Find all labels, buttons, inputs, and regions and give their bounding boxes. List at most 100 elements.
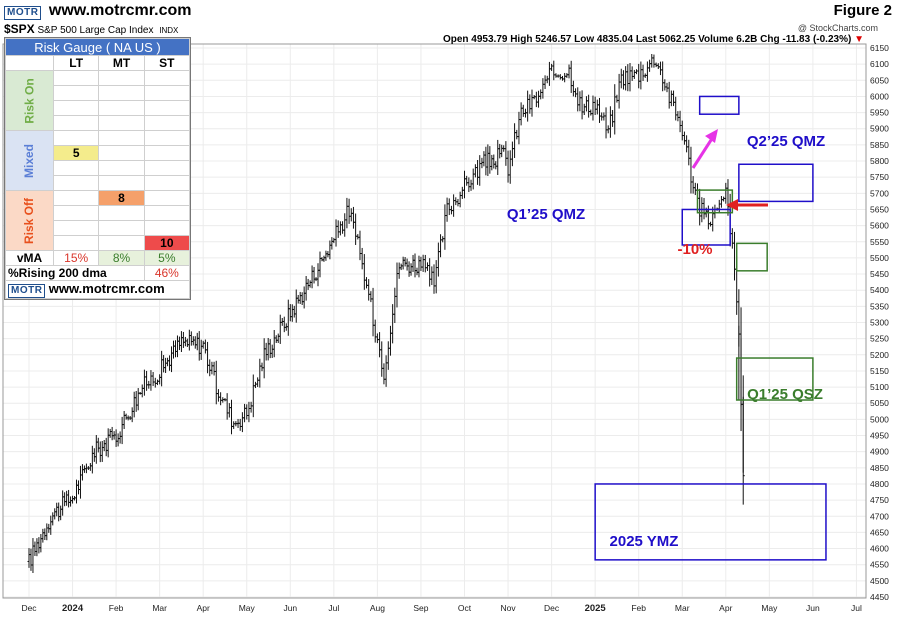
ohlc-bar <box>378 332 382 358</box>
ohlc-bar <box>136 388 140 411</box>
zone-box <box>696 189 734 214</box>
ohlc-bar <box>576 87 580 112</box>
ohlc-bar <box>637 63 641 89</box>
footer-motr-logo: MOTR <box>8 284 46 298</box>
y-tick-label: 6150 <box>870 43 889 53</box>
ohlc-bar <box>31 538 35 573</box>
ohlc-bar <box>434 260 438 294</box>
ohlc-bar <box>208 359 212 377</box>
ohlc-bar <box>92 448 96 462</box>
gauge-footer: MOTR www.motrcmr.com <box>5 280 190 299</box>
ohlc-bar <box>571 80 575 97</box>
ohlc-bar <box>187 329 191 351</box>
ohlc-bar <box>360 247 364 270</box>
ohlc-bar <box>494 161 498 170</box>
ohlc-bar <box>96 437 100 453</box>
ohlc-bar <box>428 258 432 287</box>
ohlc-bar <box>519 102 523 126</box>
ohlc-bar <box>166 357 170 367</box>
vma-mt: 8% <box>98 250 145 266</box>
ohlc-bar <box>482 151 486 167</box>
symbol: $SPX <box>4 22 35 36</box>
symbol-exchange: INDX <box>159 26 179 35</box>
ohlc-bar <box>347 198 351 224</box>
ohlc-bar <box>541 78 545 99</box>
axes: 4450 4500 4550 4600 4650 4700 4750 4800 4850 4900… <box>2 43 889 614</box>
zone-label: Q2’25 QMZ <box>747 133 825 150</box>
red-arrow-head <box>726 199 738 211</box>
ohlc-bar <box>547 61 551 86</box>
ohlc-bar <box>663 79 667 91</box>
ohlc-bar <box>210 361 214 375</box>
ohlc-bar <box>65 490 69 506</box>
y-tick-label: 5300 <box>870 318 889 328</box>
ohlc-bar <box>185 338 189 348</box>
col-header-mt: MT <box>98 55 145 71</box>
annotation-label: -10% <box>677 241 712 258</box>
y-tick-label: 6100 <box>870 59 889 69</box>
y-tick-label: 4850 <box>870 463 889 473</box>
ohlc-bar <box>59 505 63 521</box>
ohlc-values: Open 4953.79 High 5246.57 Low 4835.04 La… <box>442 34 852 45</box>
footer-site[interactable]: www.motrcmr.com <box>48 281 165 296</box>
ohlc-bar <box>691 176 695 194</box>
header-site[interactable]: www.motrcmr.com <box>48 2 192 19</box>
ohlc-bar <box>624 66 628 91</box>
ohlc-bar <box>528 94 532 114</box>
zone-boxes <box>594 95 827 561</box>
ohlc-bar <box>539 89 543 100</box>
ohlc-bar <box>685 135 689 153</box>
ohlc-bar <box>652 54 656 68</box>
ohlc-bar <box>63 492 67 507</box>
ohlc-bar <box>608 106 612 138</box>
vma-label: vMA <box>5 250 54 266</box>
ohlc-bar <box>203 339 207 354</box>
zone-risk-off: Risk Off <box>5 190 54 251</box>
ohlc-bar <box>43 528 47 540</box>
ohlc-bar <box>619 68 623 89</box>
ohlc-bar <box>324 250 328 261</box>
ohlc-bar <box>230 399 234 435</box>
ohlc-bar <box>214 360 218 405</box>
ohlc-bar <box>69 496 73 507</box>
ohlc-bar <box>665 82 669 93</box>
y-tick-label: 6050 <box>870 75 889 85</box>
ohlc-bar <box>369 291 373 303</box>
ohlc-bar <box>258 358 262 388</box>
ohlc-bar <box>471 168 475 190</box>
ohlc-bar <box>114 429 118 447</box>
ohlc-bar <box>578 91 582 112</box>
ohlc-bar <box>456 198 460 207</box>
ohlc-bar <box>432 264 436 294</box>
ohlc-bar <box>393 287 397 323</box>
x-tick-label: 2024 <box>62 603 84 614</box>
annotation-arrows <box>691 129 768 211</box>
ohlc-bar <box>88 463 92 471</box>
ohlc-bar <box>251 374 255 418</box>
ohlc-bar <box>225 393 229 420</box>
zone-box <box>594 483 827 561</box>
x-tick-label: Sep <box>413 603 428 613</box>
ohlc-bar <box>563 72 567 83</box>
ohlc-bar <box>395 262 399 308</box>
ohlc-bar <box>195 332 199 351</box>
vma-lt: 15% <box>52 250 100 266</box>
ohlc-bar <box>421 254 425 272</box>
ohlc-bar <box>292 305 296 318</box>
ohlc-bar <box>130 407 134 423</box>
ohlc-bar <box>635 69 639 75</box>
ohlc-bar <box>401 256 405 270</box>
ohlc-bar <box>322 255 326 262</box>
ohlc-bar <box>306 278 310 290</box>
ohlc-bar <box>37 537 41 554</box>
ohlc-bar <box>521 104 525 117</box>
y-tick-label: 4800 <box>870 479 889 489</box>
ohlc-bar <box>345 197 349 229</box>
stockcharts-credit: @ StockCharts.com <box>797 23 878 33</box>
plot-frame <box>2 43 867 599</box>
motr-logo: MOTR <box>4 6 42 20</box>
ohlc-bar <box>191 336 195 346</box>
ohlc-bar <box>179 331 183 353</box>
gauge-value-st: 10 <box>143 235 191 251</box>
